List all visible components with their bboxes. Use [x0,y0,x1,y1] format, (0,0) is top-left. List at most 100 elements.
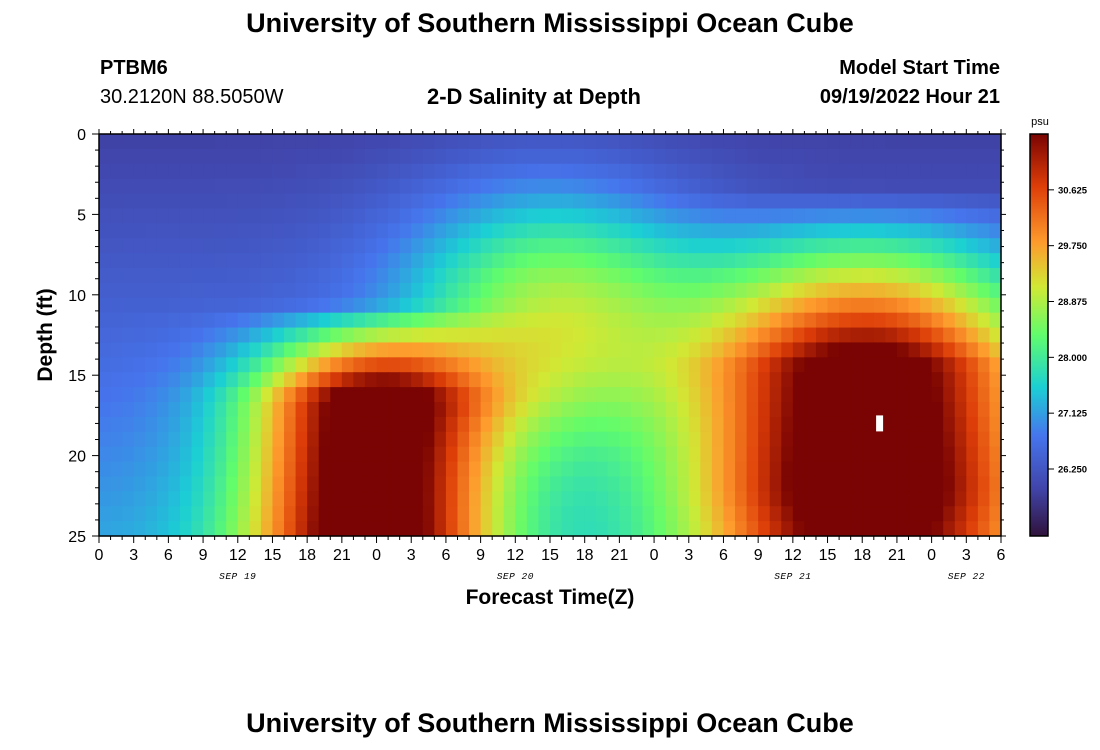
heatmap-cell [654,282,667,299]
heatmap-cell [399,342,412,358]
heatmap-cell [295,253,308,269]
heatmap-cell [503,148,516,165]
heatmap-cell [515,431,528,448]
heatmap-cell [873,372,886,388]
heatmap-cell [619,431,632,448]
heatmap-cell [469,387,482,403]
heatmap-cell [896,163,910,180]
heatmap-cell [827,372,840,388]
heatmap-cell [665,372,678,388]
heatmap-cell [850,372,863,388]
heatmap-cell [388,342,401,358]
heatmap-cell [110,193,123,210]
heatmap-cell [376,416,389,433]
heatmap-cell [792,268,806,284]
heatmap-cell [769,357,782,373]
heatmap-cell [133,372,146,388]
heatmap-cell [99,268,112,284]
heatmap-cell [584,268,597,284]
heatmap-cell [133,134,146,150]
heatmap-cell [503,282,516,299]
heatmap-cell [515,342,528,358]
heatmap-cell [388,491,401,507]
heatmap-cell [480,476,493,492]
heatmap-cell [804,342,817,358]
heatmap-cell [203,416,216,433]
heatmap-cell [769,297,782,314]
heatmap-cell [839,327,852,344]
heatmap-cell [226,312,239,329]
heatmap-cell [399,491,412,507]
x-tick-label: 6 [719,547,728,564]
heatmap-cell [792,342,806,358]
heatmap-cell [989,312,1002,329]
heatmap-cell [179,163,193,180]
heatmap-cell [665,506,678,522]
heatmap-cell [642,253,655,269]
heatmap-cell [885,253,898,269]
heatmap-cell [272,506,285,522]
heatmap-cell [353,163,366,180]
heatmap-cell [399,223,412,239]
heatmap-cell [133,148,146,165]
heatmap-cell [619,208,632,224]
heatmap-cell [515,402,528,418]
heatmap-cell [573,148,586,165]
heatmap-cell [411,357,424,373]
heatmap-cell [815,238,829,254]
heatmap-cell [642,521,655,537]
heatmap-cell [364,521,378,537]
heatmap-cell [330,268,343,284]
heatmap-cell [226,163,239,180]
heatmap-cell [422,431,435,448]
heatmap-cell [203,357,216,373]
heatmap-cell [977,387,991,403]
heatmap-cell [445,521,459,537]
heatmap-cell [284,327,297,344]
heatmap-cell [746,178,759,195]
heatmap-cell [249,372,262,388]
heatmap-cell [584,253,597,269]
heatmap-cell [99,238,112,254]
heatmap-cell [226,521,239,537]
heatmap-cell [457,476,470,492]
heatmap-cell [642,402,655,418]
heatmap-cell [284,163,297,180]
heatmap-cell [295,521,308,537]
heatmap-cell [573,357,586,373]
heatmap-cell [607,491,620,507]
heatmap-cell [492,431,505,448]
heatmap-cell [630,238,644,254]
heatmap-cell [943,476,956,492]
heatmap-cell [203,238,216,254]
heatmap-cell [596,312,609,329]
heatmap-cell [584,223,597,239]
heatmap-cell [723,461,736,478]
heatmap-cell [642,134,655,150]
heatmap-cell [411,506,424,522]
heatmap-cell [711,521,725,537]
heatmap-cell [145,193,158,210]
heatmap-cell [99,431,112,448]
heatmap-cell [307,268,320,284]
heatmap-cell [815,357,829,373]
heatmap-cell [896,148,910,165]
heatmap-cell [353,357,366,373]
heatmap-cell [885,282,898,299]
heatmap-cell [827,476,840,492]
heatmap-cell [781,476,794,492]
heatmap-cell [445,446,459,463]
heatmap-cell [665,134,678,150]
heatmap-cell [896,238,910,254]
heatmap-cell [214,134,227,150]
heatmap-cell [607,387,620,403]
heatmap-cell [619,134,632,150]
heatmap-cell [110,327,123,344]
heatmap-cell [711,163,725,180]
heatmap-cell [411,461,424,478]
heatmap-cell [850,178,863,195]
heatmap-cell [977,193,991,210]
heatmap-cell [480,178,493,195]
heatmap-cell [284,342,297,358]
heatmap-cell [607,268,620,284]
